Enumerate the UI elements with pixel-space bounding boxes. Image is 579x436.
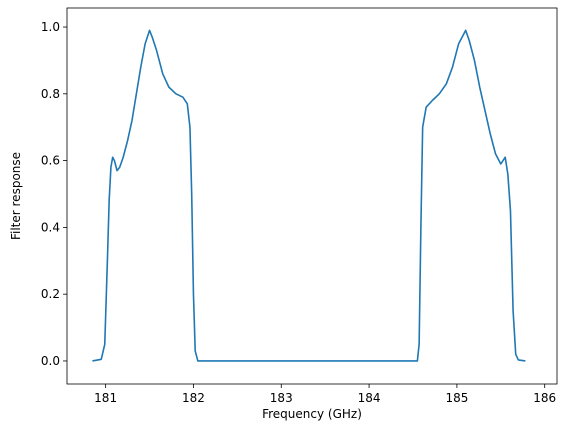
data-line	[92, 29, 526, 362]
x-tick-label: 182	[182, 391, 205, 405]
y-tick-label: 1.0	[41, 20, 60, 34]
y-tick-label: 0.6	[41, 154, 60, 168]
plot-frame	[66, 7, 558, 385]
x-tick-label: 184	[358, 391, 381, 405]
y-tick-label: 0.4	[41, 220, 60, 234]
x-tick-label: 186	[533, 391, 556, 405]
x-tick-label: 181	[94, 391, 117, 405]
y-tick-label: 0.0	[41, 354, 60, 368]
y-tick-label: 0.8	[41, 87, 60, 101]
x-axis-label: Frequency (GHz)	[262, 407, 362, 421]
y-tick-label: 0.2	[41, 287, 60, 301]
x-tick-label: 183	[270, 391, 293, 405]
x-tick-label: 185	[445, 391, 468, 405]
y-axis-label: Filter response	[9, 152, 23, 240]
